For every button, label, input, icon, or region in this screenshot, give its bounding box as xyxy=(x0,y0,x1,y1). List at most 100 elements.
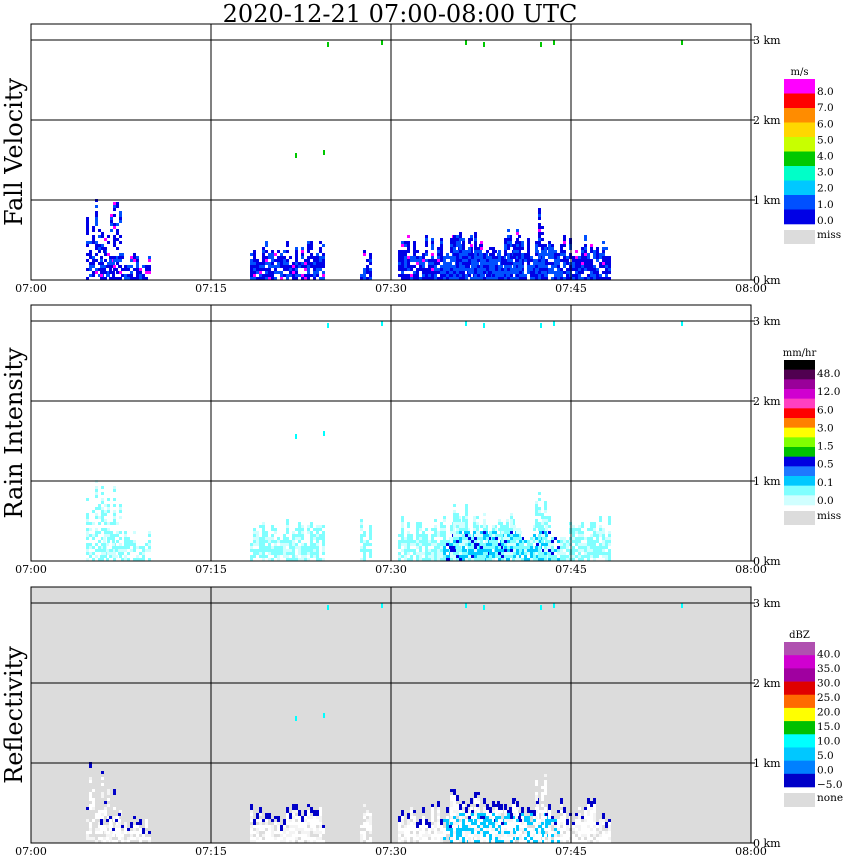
x-tick-label: 07:15 xyxy=(195,845,227,858)
legend-swatch xyxy=(784,466,815,477)
legend-missing-swatch xyxy=(784,793,815,807)
legend: dBZ 40.0 35.0 30.0 25.0 20.0 15.0 10.0 5.0 0.0 −5.… xyxy=(784,630,843,807)
x-tick-label: 07:45 xyxy=(555,563,587,576)
legend-swatch xyxy=(784,747,815,761)
legend-swatch xyxy=(784,427,815,438)
legend-swatch xyxy=(784,398,815,409)
legend-swatch xyxy=(784,707,815,722)
legend-value: 25.0 xyxy=(817,692,840,704)
legend-swatch xyxy=(784,447,815,457)
x-tick-label: 08:00 xyxy=(735,845,767,858)
legend-value: 2.0 xyxy=(817,183,834,195)
legend-swatch xyxy=(784,485,815,496)
panel-label: Reflectivity xyxy=(0,646,28,784)
legend: m/s 8.0 7.0 6.0 5.0 4.0 3.0 2.0 1.0 0.0 miss xyxy=(784,67,841,244)
legend-swatch xyxy=(784,360,815,370)
legend-missing-swatch xyxy=(784,230,815,244)
legend-value: 8.0 xyxy=(817,86,834,98)
legend-swatch xyxy=(784,122,815,138)
panel-1: 0 km 1 km 2 km 3 km 07:00 07:15 07:30 07:45 08:0… xyxy=(0,23,841,295)
legend-swatch xyxy=(784,668,815,682)
legend-value: 0.1 xyxy=(817,477,834,489)
legend-swatch xyxy=(784,495,815,506)
legend-value: 10.0 xyxy=(817,735,840,747)
legend-swatch xyxy=(784,389,815,399)
legend-unit: mm/hr xyxy=(783,348,817,359)
echo-cells xyxy=(86,40,683,280)
legend-swatch xyxy=(784,642,815,656)
y-tick-label: 0 km xyxy=(753,274,781,287)
y-tick-label: 2 km xyxy=(753,677,781,690)
x-tick-label: 07:00 xyxy=(15,282,47,295)
plot-frame xyxy=(30,304,752,562)
echo-cells xyxy=(86,321,683,561)
plot-frame xyxy=(30,586,752,844)
legend-value: 5.0 xyxy=(817,750,834,762)
legend-value: 20.0 xyxy=(817,706,840,718)
legend-swatch xyxy=(784,408,815,419)
x-tick-label: 07:30 xyxy=(375,845,407,858)
legend-missing-label: miss xyxy=(817,510,841,522)
legend-swatch xyxy=(784,721,815,735)
legend-swatch xyxy=(784,476,815,486)
legend-value: 48.0 xyxy=(817,368,840,380)
y-tick-label: 1 km xyxy=(753,194,781,207)
legend-unit: dBZ xyxy=(789,630,810,641)
panel-2: 0 km 1 km 2 km 3 km 07:00 07:15 07:30 07:45 08:0… xyxy=(0,304,841,576)
legend-swatch xyxy=(784,734,815,748)
y-tick-label: 3 km xyxy=(753,597,781,610)
legend-swatch xyxy=(784,760,815,775)
legend-value: 1.0 xyxy=(817,199,834,211)
legend-unit: m/s xyxy=(791,67,809,78)
legend-missing-label: miss xyxy=(817,229,841,241)
legend-swatch xyxy=(784,437,815,448)
y-tick-label: 2 km xyxy=(753,395,781,408)
legend-value: 0.0 xyxy=(817,215,834,227)
legend-value: 30.0 xyxy=(817,677,840,689)
legend-value: 3.0 xyxy=(817,422,834,434)
legend-value: 6.0 xyxy=(817,404,834,416)
legend-missing-label: none xyxy=(817,792,843,804)
x-tick-label: 07:45 xyxy=(555,282,587,295)
y-tick-label: 0 km xyxy=(753,837,781,850)
legend-swatch xyxy=(784,195,815,210)
x-tick-label: 08:00 xyxy=(735,563,767,576)
legend-swatch xyxy=(784,108,815,123)
legend-swatch xyxy=(784,180,815,196)
legend-swatch xyxy=(784,151,815,167)
x-tick-label: 07:30 xyxy=(375,563,407,576)
legend-value: −5.0 xyxy=(817,779,843,791)
plot-frame xyxy=(30,23,752,281)
legend-swatch xyxy=(784,166,815,181)
legend-value: 6.0 xyxy=(817,118,834,130)
legend-value: 5.0 xyxy=(817,134,834,146)
legend-value: 3.0 xyxy=(817,167,834,179)
legend-value: 0.0 xyxy=(817,764,834,776)
legend-value: 35.0 xyxy=(817,663,840,675)
legend-value: 4.0 xyxy=(817,151,834,163)
y-tick-label: 3 km xyxy=(753,315,781,328)
y-tick-label: 3 km xyxy=(753,34,781,47)
legend-swatch xyxy=(784,773,815,788)
legend-value: 0.5 xyxy=(817,459,834,471)
panel-label: Fall Velocity xyxy=(0,78,28,227)
x-tick-label: 07:15 xyxy=(195,563,227,576)
legend-value: 1.5 xyxy=(817,441,834,453)
legend-swatch xyxy=(784,681,815,696)
legend-swatch xyxy=(784,694,815,709)
legend-missing-swatch xyxy=(784,511,815,525)
y-tick-label: 1 km xyxy=(753,475,781,488)
x-tick-label: 07:15 xyxy=(195,282,227,295)
legend-swatch xyxy=(784,369,815,380)
y-tick-label: 1 km xyxy=(753,757,781,770)
echo-cells xyxy=(86,603,683,843)
legend-swatch xyxy=(784,379,815,390)
y-tick-label: 0 km xyxy=(753,555,781,568)
panel-3: 0 km 1 km 2 km 3 km 07:00 07:15 07:30 07:45 08:0… xyxy=(0,586,843,858)
legend-value: 40.0 xyxy=(817,648,840,660)
y-tick-label: 2 km xyxy=(753,114,781,127)
legend-swatch xyxy=(784,137,815,152)
panel-label: Rain Intensity xyxy=(0,347,28,519)
